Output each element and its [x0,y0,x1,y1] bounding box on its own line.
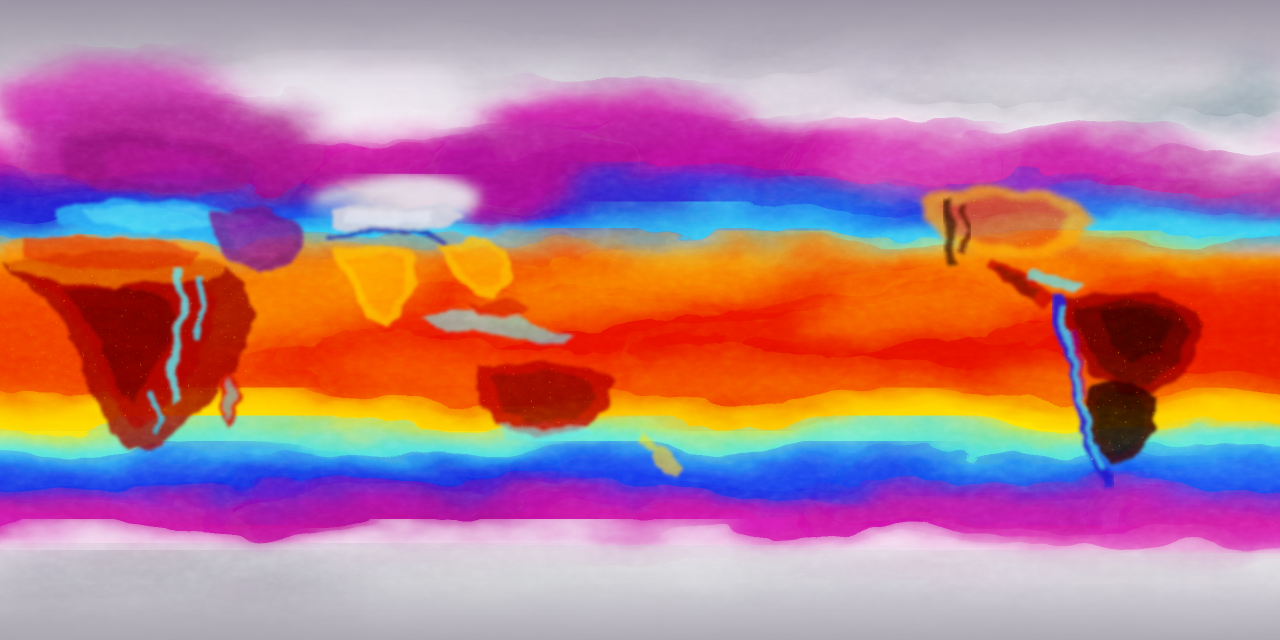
hotspot-speckle-layer [0,196,1206,470]
global-temperature-map: Global Surface Temperature Full-bleed ra… [0,0,1280,640]
